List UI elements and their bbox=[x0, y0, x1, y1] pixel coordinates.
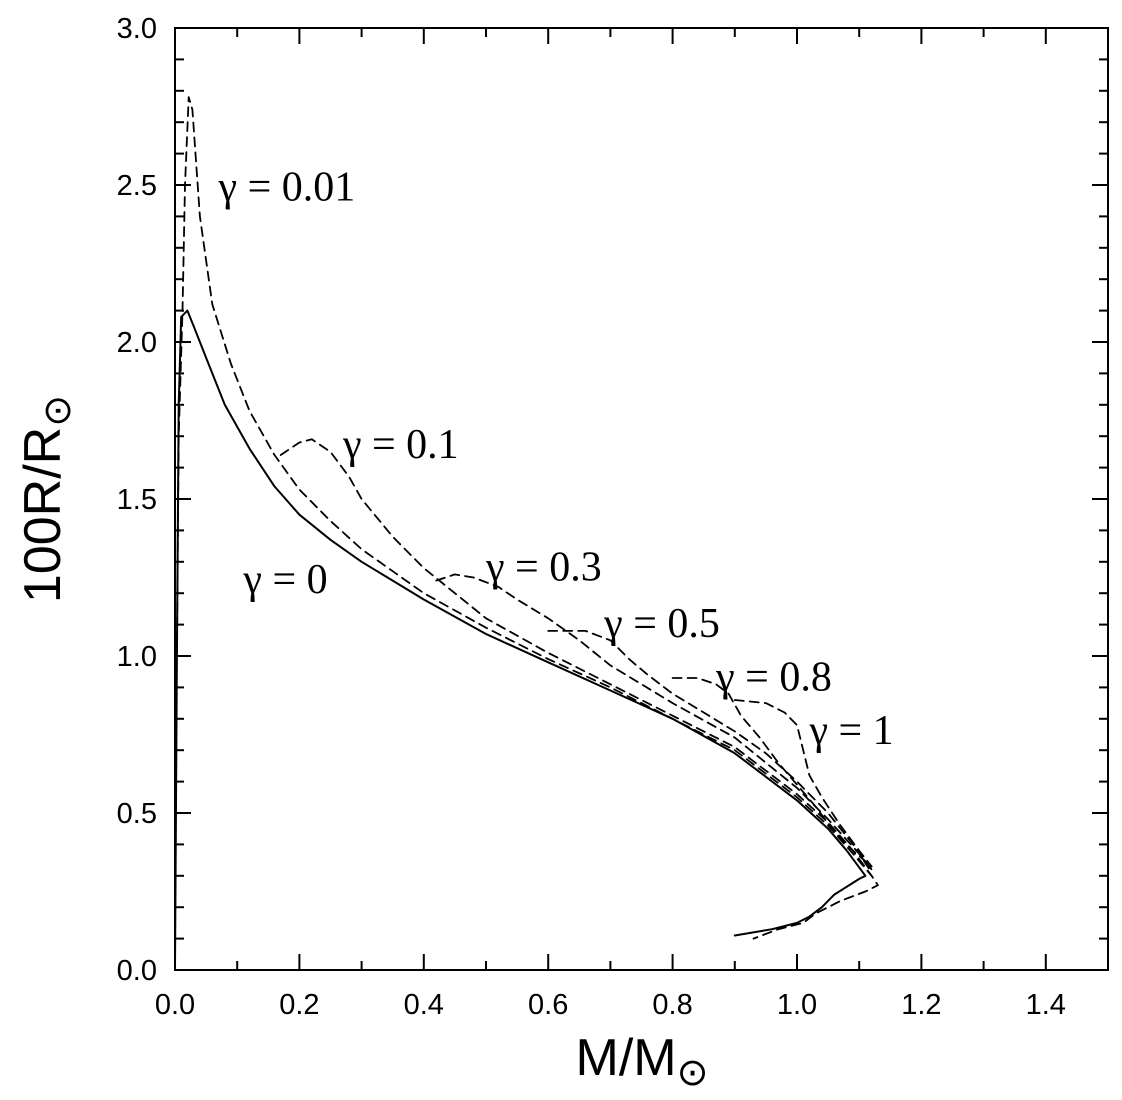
x-tick-label: 0.6 bbox=[528, 989, 568, 1021]
x-axis-label-subscript: ⊙ bbox=[677, 1052, 709, 1094]
curve-annotation: γ = 0.3 bbox=[485, 545, 602, 591]
x-tick-label: 0.2 bbox=[279, 989, 319, 1021]
series-gamma-0-3 bbox=[435, 573, 873, 874]
curve-annotation: γ = 0 bbox=[242, 557, 327, 603]
y-axis-label-main: 100R/R bbox=[14, 427, 72, 603]
axis-ticks: 0.0 0.2 0.4 0.6 0.8 1.0 1.2 1.4 0.0 0.5 1.0 1.5 2.0 2… bbox=[117, 13, 1109, 1021]
y-tick-label: 2.0 bbox=[117, 327, 157, 359]
y-tick-label: 1.5 bbox=[117, 484, 157, 516]
x-axis-label: M/M⊙ bbox=[576, 1029, 709, 1094]
y-axis-label-subscript: ⊙ bbox=[37, 395, 79, 427]
x-tick-label: 1.2 bbox=[901, 989, 941, 1021]
series-group bbox=[174, 96, 879, 971]
y-tick-label: 1.0 bbox=[117, 641, 157, 673]
curve-annotation: γ = 1 bbox=[808, 708, 893, 754]
annotations-group: γ = 0.01 γ = 0.1 γ = 0.3γ = 0.5 γ = 0.8 γ = … bbox=[218, 165, 894, 754]
curve-annotation: γ = 0.5 bbox=[603, 601, 720, 647]
curve-annotation: γ = 0.8 bbox=[715, 655, 832, 701]
x-tick-label: 1.4 bbox=[1026, 989, 1066, 1021]
curve-annotation: γ = 0.1 bbox=[342, 422, 459, 468]
y-tick-label: 3.0 bbox=[117, 13, 157, 45]
series-gamma-1 bbox=[733, 699, 873, 868]
x-tick-label: 0.8 bbox=[652, 989, 692, 1021]
x-tick-label: 0.0 bbox=[155, 989, 195, 1021]
x-tick-label: 0.4 bbox=[404, 989, 444, 1021]
y-axis-label-group: 100R/R⊙ bbox=[14, 395, 79, 603]
x-axis-label-main: M/M bbox=[576, 1029, 677, 1087]
x-tick-label: 1.0 bbox=[777, 989, 817, 1021]
series-gamma-0-01 bbox=[176, 96, 879, 940]
series-gamma-0-5 bbox=[547, 630, 873, 871]
y-axis-label: 100R/R⊙ bbox=[14, 395, 79, 603]
y-tick-label: 2.5 bbox=[117, 170, 157, 202]
series-gamma-0-8 bbox=[671, 677, 873, 868]
series-gamma-0 bbox=[174, 309, 867, 971]
curve-annotation: γ = 0.01 bbox=[218, 165, 356, 211]
y-tick-label: 0.0 bbox=[117, 955, 157, 987]
y-tick-label: 0.5 bbox=[117, 798, 157, 830]
series-gamma-0-1 bbox=[279, 438, 873, 877]
